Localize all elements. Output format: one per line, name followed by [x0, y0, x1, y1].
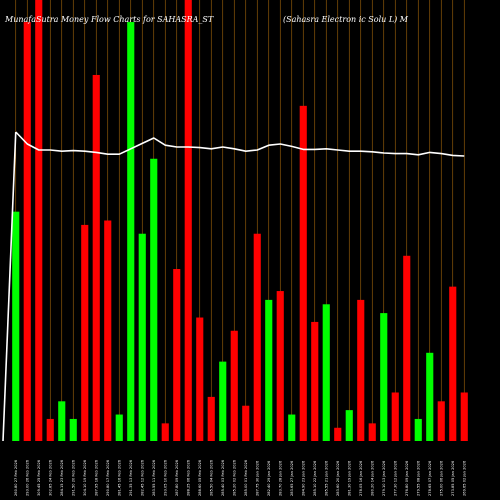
x-tick-label: 288.25 06 Feb 2026 [186, 459, 190, 496]
volume-bar [391, 392, 399, 441]
chart-title: MunafaSutra Money Flow Charts for SAHASR… [4, 15, 214, 24]
volume-bar [161, 423, 169, 441]
x-tick-label: 278.05 16 Jan 2026 [359, 460, 363, 496]
x-tick-label: 287.75 30 Jan 2026 [255, 460, 259, 496]
volume-bar [242, 405, 250, 441]
x-tick-label: 279.55 08 Jan 2026 [416, 460, 420, 496]
volume-bar [368, 423, 376, 441]
x-tick-label: 282.45 12 Feb 2026 [140, 459, 144, 496]
x-tick-label: 275.00 06 Jan 2026 [439, 460, 443, 496]
volume-bar [150, 158, 158, 441]
volume-bar [230, 330, 238, 441]
x-tick-label: 291.50 20 Feb 2026 [71, 459, 75, 496]
x-tick-label: 273.85 05 Jan 2026 [451, 460, 455, 496]
volume-bar [322, 304, 330, 441]
volume-bar [276, 291, 284, 441]
volume-bars [12, 0, 468, 442]
price-line-group [2, 131, 465, 442]
volume-bar [219, 361, 227, 441]
volume-bar [380, 313, 388, 441]
volume-bar [426, 352, 434, 441]
x-tick-label: 309.45 25 Feb 2026 [37, 459, 41, 496]
x-tick-label: 281.45 16 Feb 2026 [117, 459, 121, 496]
x-tick-label: 287.95 18 Feb 2026 [94, 459, 98, 496]
x-tick-label: 284.90 23 Jan 2026 [301, 460, 305, 496]
x-tick-label: 283.55 11 Feb 2026 [152, 459, 156, 496]
x-tick-label: 283.60 20 Jan 2026 [336, 460, 340, 496]
x-tick-label: 269.65 02 Jan 2026 [462, 460, 466, 496]
volume-bar [184, 0, 192, 441]
x-tick-label: 285.40 03 Feb 2026 [221, 459, 225, 496]
x-tick-label: 304.10 19 Feb 2026 [83, 459, 87, 496]
volume-bar [173, 269, 181, 441]
x-tick-label: 293.05 10 Feb 2026 [163, 459, 167, 496]
x-tick-label: 288.60 05 Feb 2026 [198, 459, 202, 496]
x-tick-label: 285.10 22 Jan 2026 [313, 460, 317, 496]
x-tick-label: 285.20 02 Feb 2026 [232, 459, 236, 496]
volume-bar [449, 286, 457, 441]
x-tick-label: 281.30 19 Jan 2026 [347, 460, 351, 496]
volume-bar [207, 396, 215, 441]
x-tick-label: 283.70 28 Jan 2026 [278, 460, 282, 496]
price-line-lead [2, 131, 17, 442]
x-tick-label: 283.65 27 Jan 2026 [290, 460, 294, 496]
volume-bar [58, 401, 66, 441]
x-tick-label: 277.30 12 Jan 2026 [393, 460, 397, 496]
x-tick-label: 278.65 07 Jan 2026 [428, 460, 432, 496]
volume-bar [69, 418, 77, 441]
volume-bar [334, 427, 342, 441]
volume-bar [92, 74, 100, 441]
volume-bar [104, 220, 112, 441]
x-tick-labels: 260.80 27 Feb 2026 293.00 26 Feb 2026 309.… [14, 459, 467, 496]
x-tick-label: 291.35 13 Feb 2026 [129, 459, 133, 496]
volume-bar [414, 418, 422, 441]
volume-bar [23, 22, 31, 442]
volume-bar [403, 255, 411, 441]
chart-subtitle: (Sahasra Electron ic Solu L) M [283, 15, 409, 24]
volume-bar [357, 299, 365, 441]
x-tick-label: 302.85 24 Feb 2026 [48, 459, 52, 496]
volume-bar [345, 410, 353, 441]
volume-bar [127, 22, 135, 442]
volume-bar [460, 392, 468, 441]
x-tick-label: 285.50 04 Feb 2026 [209, 459, 213, 496]
volume-bar [253, 233, 261, 441]
volume-bar [138, 233, 146, 441]
x-tick-label: 260.80 27 Feb 2026 [14, 459, 18, 496]
volume-bar [437, 401, 445, 441]
volume-bar [288, 414, 296, 441]
volume-bar [12, 211, 20, 441]
x-tick-label: 287.80 09 Feb 2026 [175, 459, 179, 496]
volume-bar [299, 105, 307, 441]
x-tick-label: 279.10 13 Jan 2026 [382, 460, 386, 496]
volume-bar [46, 418, 54, 441]
volume-bar [81, 224, 89, 441]
volume-bar [265, 299, 273, 441]
x-tick-label: 284.15 23 Feb 2026 [60, 459, 64, 496]
x-tick-label: 293.00 26 Feb 2026 [25, 459, 29, 496]
x-tick-label: 285.55 21 Jan 2026 [324, 460, 328, 496]
x-tick-label: 282.40 29 Jan 2026 [267, 460, 271, 496]
price-line [15, 131, 465, 157]
x-tick-label: 285.00 01 Feb 2026 [244, 459, 248, 496]
x-tick-label: 280.20 14 Jan 2026 [370, 460, 374, 496]
volume-bar [35, 0, 43, 441]
x-tick-label: 276.80 09 Jan 2026 [405, 460, 409, 496]
volume-bar [115, 414, 123, 441]
volume-bar [311, 321, 319, 441]
x-tick-label: 290.80 17 Feb 2026 [106, 459, 110, 496]
volume-bar [196, 317, 204, 441]
